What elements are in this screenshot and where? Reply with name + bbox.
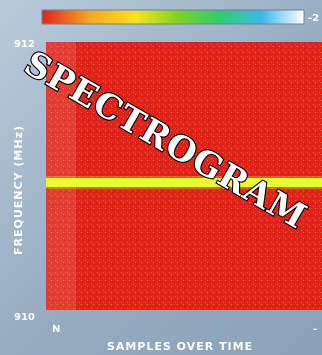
- signal-band: [46, 178, 322, 187]
- x-tick-label: N: [52, 324, 60, 335]
- heatmap-area: [46, 42, 322, 310]
- y-axis-label: FREQUENCY (MHz): [12, 125, 25, 255]
- signal-band-glow: [46, 176, 322, 189]
- colorbar-end-label: -2: [308, 13, 319, 24]
- x-tick-label: -: [313, 324, 317, 335]
- heatmap-left-haze: [46, 42, 76, 310]
- y-tick-label: 910: [14, 312, 35, 323]
- colorbar: [41, 9, 305, 25]
- x-axis-label: SAMPLES OVER TIME: [107, 340, 253, 353]
- y-tick-label: 912: [14, 39, 35, 50]
